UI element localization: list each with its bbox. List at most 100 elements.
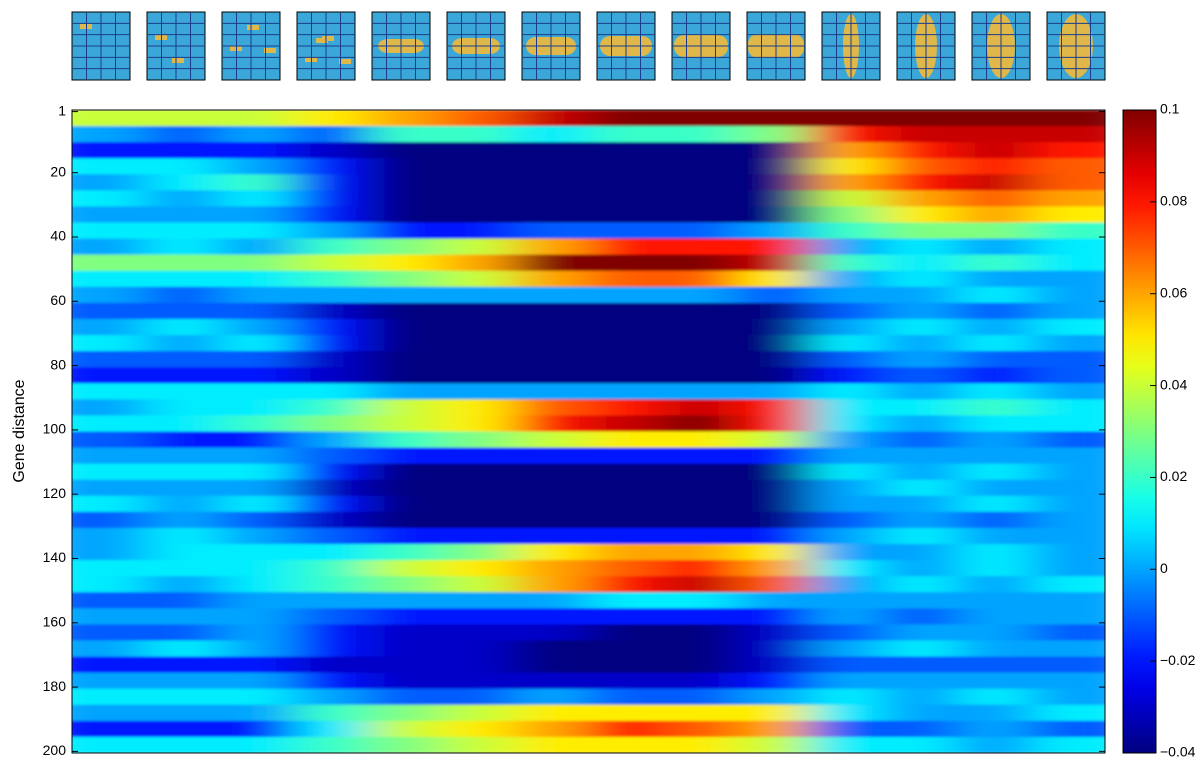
heatmap-cell xyxy=(957,512,1031,528)
heatmap-cell xyxy=(884,737,958,753)
heatmap-cell xyxy=(957,239,1031,255)
heatmap-cell xyxy=(589,319,663,335)
heatmap-cell xyxy=(220,448,294,464)
heatmap-cell xyxy=(367,737,441,753)
heatmap-cell xyxy=(293,319,367,335)
heatmap-cell xyxy=(810,415,884,431)
heatmap-cell xyxy=(32,657,146,673)
heatmap-cell xyxy=(662,496,736,512)
heatmap-cell xyxy=(293,464,367,480)
heatmap-cell xyxy=(884,319,958,335)
heatmap-cell xyxy=(589,576,663,592)
heatmap-cell xyxy=(662,206,736,222)
heatmap-cell xyxy=(32,367,146,383)
heatmap-cell xyxy=(662,673,736,689)
thumbnail-patch xyxy=(247,25,259,30)
heatmap-cell xyxy=(32,592,146,608)
heatmap-cell xyxy=(736,142,810,158)
heatmap-cell xyxy=(515,624,589,640)
heatmap-cell xyxy=(957,576,1031,592)
heatmap-cell xyxy=(662,303,736,319)
heatmap-cell xyxy=(367,432,441,448)
heatmap-cell xyxy=(146,223,220,239)
heatmap-cell xyxy=(515,544,589,560)
heatmap-cell xyxy=(957,592,1031,608)
heatmap-cell xyxy=(884,640,958,656)
heatmap-cell xyxy=(957,737,1031,753)
heatmap-cell xyxy=(220,190,294,206)
heatmap-cell xyxy=(220,544,294,560)
heatmap-cell xyxy=(515,190,589,206)
heatmap-cell xyxy=(293,689,367,705)
heatmap-cell xyxy=(220,319,294,335)
heatmap-cell xyxy=(367,142,441,158)
heatmap-cell xyxy=(589,271,663,287)
heatmap-cell xyxy=(810,608,884,624)
y-tick-label: 20 xyxy=(50,163,66,179)
heatmap-cell xyxy=(146,464,220,480)
heatmap-cell xyxy=(589,464,663,480)
heatmap-cell xyxy=(884,705,958,721)
heatmap-cell xyxy=(220,464,294,480)
heatmap-cell xyxy=(662,528,736,544)
heatmap-cell xyxy=(293,239,367,255)
heatmap-cell xyxy=(293,383,367,399)
heatmap-cell xyxy=(146,448,220,464)
heatmap-cell xyxy=(220,480,294,496)
heatmap-cell xyxy=(736,319,810,335)
heatmap-cell xyxy=(441,110,515,126)
heatmap-cell xyxy=(293,576,367,592)
heatmap-cell xyxy=(293,544,367,560)
heatmap-cell xyxy=(441,415,515,431)
heatmap-cell xyxy=(146,544,220,560)
heatmap-cell xyxy=(589,287,663,303)
heatmap-cell xyxy=(810,560,884,576)
heatmap-cell xyxy=(220,223,294,239)
heatmap-cell xyxy=(293,528,367,544)
y-tick-label: 180 xyxy=(43,678,67,694)
heatmap-cell xyxy=(32,576,146,592)
heatmap-cell xyxy=(367,448,441,464)
heatmap-cell xyxy=(884,399,958,415)
heatmap-cell xyxy=(662,319,736,335)
heatmap-cell xyxy=(441,126,515,142)
heatmap-cell xyxy=(589,657,663,673)
heatmap-cell xyxy=(589,496,663,512)
heatmap-cell xyxy=(220,158,294,174)
heatmap-cell xyxy=(220,303,294,319)
heatmap-cell xyxy=(367,399,441,415)
heatmap-cell xyxy=(367,673,441,689)
heatmap-cell xyxy=(662,705,736,721)
heatmap-cell xyxy=(220,673,294,689)
heatmap-cell xyxy=(884,303,958,319)
heatmap-cell xyxy=(146,576,220,592)
heatmap-cell xyxy=(146,367,220,383)
heatmap-cell xyxy=(884,335,958,351)
heatmap-cell xyxy=(662,239,736,255)
heatmap-cell xyxy=(589,544,663,560)
heatmap-cell xyxy=(884,206,958,222)
heatmap-cell xyxy=(884,174,958,190)
heatmap-cell xyxy=(736,512,810,528)
heatmap-cell xyxy=(884,383,958,399)
heatmap-cell xyxy=(32,640,146,656)
heatmap-cell xyxy=(662,383,736,399)
heatmap-cell xyxy=(810,319,884,335)
heatmap-cell xyxy=(220,737,294,753)
heatmap-cell xyxy=(32,464,146,480)
heatmap-cell xyxy=(589,480,663,496)
heatmap-cell xyxy=(293,640,367,656)
heatmap-cell xyxy=(220,415,294,431)
y-tick-label: 100 xyxy=(43,421,67,437)
heatmap-cell xyxy=(589,335,663,351)
heatmap-cell xyxy=(515,480,589,496)
heatmap-cell xyxy=(146,624,220,640)
heatmap-cell xyxy=(367,239,441,255)
heatmap-cell xyxy=(146,271,220,287)
heatmap-cell xyxy=(957,255,1031,271)
heatmap-cell xyxy=(293,673,367,689)
heatmap-cell xyxy=(957,560,1031,576)
heatmap-cell xyxy=(32,399,146,415)
heatmap-cell xyxy=(662,689,736,705)
heatmap-cell xyxy=(810,657,884,673)
